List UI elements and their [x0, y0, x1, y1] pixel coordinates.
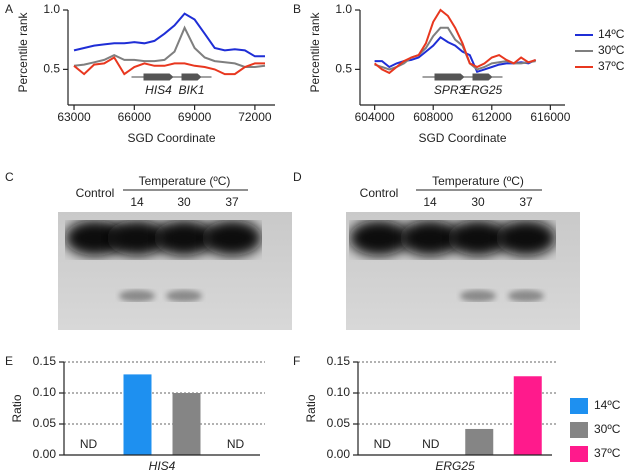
x-tick-label: 66000 [118, 110, 152, 124]
gene-label: ERG25 [463, 83, 503, 97]
legend-label: 14ºC [594, 398, 621, 412]
bar [513, 376, 542, 455]
y-tick-label: 0.15 [33, 354, 57, 368]
x-tick-label: 604000 [355, 110, 395, 124]
blot-bands [349, 220, 556, 302]
x-tick-label: 63000 [57, 110, 91, 124]
y-axis-label: Ratio [10, 394, 24, 422]
control-label: Control [360, 186, 399, 200]
lane-label: 30 [177, 195, 191, 209]
data-line [373, 8, 537, 75]
x-axis-label: SGD Coordinate [127, 131, 215, 145]
blot-image [346, 212, 580, 330]
y-tick-label: 0.15 [327, 354, 351, 368]
legend-swatch [570, 398, 588, 414]
gene-arrow [181, 73, 202, 81]
gene-arrow [434, 73, 465, 81]
main-band [202, 220, 262, 256]
lane-label: 14 [423, 195, 437, 209]
faint-band [166, 290, 202, 302]
legend-label: 30ºC [594, 422, 621, 436]
faint-band [460, 290, 496, 302]
value-label: ND [80, 437, 98, 451]
data-line [73, 25, 266, 68]
panel-letter: E [5, 354, 13, 368]
main-band [448, 220, 508, 256]
gene-label: SPR3 [434, 83, 466, 97]
y-tick-label: 0.5 [335, 62, 352, 76]
panel-letter: A [5, 2, 13, 16]
value-label: ND [227, 437, 245, 451]
x-tick-label: 72000 [238, 110, 272, 124]
panel-letter: B [293, 2, 301, 16]
header-label: Temperature (ºC) [432, 174, 524, 188]
y-axis-label: Ratio [304, 394, 318, 422]
lane-label: 30 [471, 195, 485, 209]
x-tick-label: 612000 [472, 110, 512, 124]
y-tick-label: 0.05 [327, 416, 351, 430]
legend-label: 37ºC [594, 446, 621, 460]
panel-letter: F [293, 354, 300, 368]
main-band [349, 220, 409, 256]
legend-label: 14ºC [598, 27, 625, 41]
legend-label: 37ºC [598, 59, 625, 73]
gene-arrow [143, 73, 174, 81]
faint-band [119, 290, 155, 302]
main-band [496, 220, 556, 256]
blot-bands [65, 220, 262, 302]
gene-arrow [472, 73, 493, 81]
value-label: ND [422, 437, 440, 451]
x-tick-label: 608000 [413, 110, 453, 124]
legend-label: 30ºC [598, 43, 625, 57]
y-tick-label: 0.00 [327, 447, 351, 461]
data-line [73, 12, 265, 58]
y-tick-label: 0.05 [33, 416, 57, 430]
faint-band [508, 290, 544, 302]
control-label: Control [76, 186, 115, 200]
x-tick-label: 616000 [530, 110, 570, 124]
y-tick-label: 1.0 [335, 2, 352, 16]
bar [465, 428, 494, 455]
y-tick-label: 0.5 [43, 62, 60, 76]
main-band [154, 220, 214, 256]
y-tick-label: 0.10 [327, 385, 351, 399]
lane-label: 37 [519, 195, 533, 209]
lane-label: 14 [130, 195, 144, 209]
x-axis-label: SGD Coordinate [418, 131, 506, 145]
legend-swatch [570, 422, 588, 438]
lane-label: 37 [225, 195, 239, 209]
value-label: ND [374, 437, 392, 451]
blot-image [58, 212, 292, 330]
y-axis-label: Percentile rank [308, 11, 322, 92]
gene-label: BIK1 [178, 83, 204, 97]
legend-swatch [570, 446, 588, 462]
main-band [65, 220, 125, 256]
main-band [107, 220, 167, 256]
y-axis-label: Percentile rank [16, 11, 30, 92]
x-axis-label: ERG25 [435, 459, 475, 473]
gene-label: HIS4 [145, 83, 172, 97]
bar [123, 374, 152, 455]
header-label: Temperature (ºC) [139, 174, 231, 188]
panel-letter: D [293, 170, 302, 184]
main-band [400, 220, 460, 256]
y-tick-label: 0.00 [33, 447, 57, 461]
data-line [73, 56, 265, 76]
x-tick-label: 69000 [178, 110, 212, 124]
bar [172, 393, 201, 455]
x-axis-label: HIS4 [149, 459, 176, 473]
y-tick-label: 0.10 [33, 385, 57, 399]
panel-letter: C [5, 170, 14, 184]
y-tick-label: 1.0 [43, 2, 60, 16]
